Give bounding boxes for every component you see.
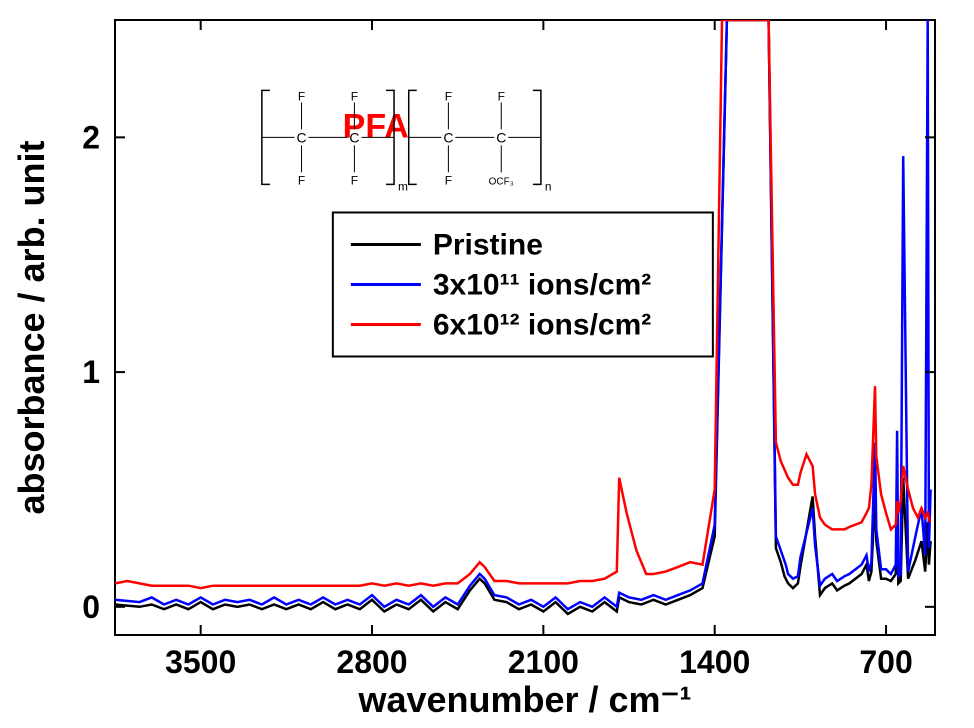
atom-f: F xyxy=(498,89,505,103)
ylabel: absorbance / arb. unit xyxy=(11,140,52,514)
ytick-label: 0 xyxy=(82,589,100,625)
xtick-label: 700 xyxy=(859,644,912,680)
xtick-label: 3500 xyxy=(165,644,236,680)
atom-c: C xyxy=(349,129,359,145)
subscript: m xyxy=(398,179,408,193)
xtick-label: 2100 xyxy=(508,644,579,680)
legend: Pristine 3x10¹¹ ions/cm² 6x10¹² ions/cm² xyxy=(333,212,713,356)
atom-c: C xyxy=(296,129,306,145)
atom-c: C xyxy=(496,129,506,145)
legend-label: 3x10¹¹ ions/cm² xyxy=(433,268,651,301)
spectrum-chart: 3500 2800 2100 1400 700 0 1 2 wavenumber / cm⁻¹ a… xyxy=(0,0,974,728)
atom-bottom: F xyxy=(445,173,452,187)
xlabel: wavenumber / cm⁻¹ xyxy=(357,679,691,720)
legend-label: 6x10¹² ions/cm² xyxy=(433,308,651,341)
atom-bottom: OCF₃ xyxy=(489,176,514,187)
ytick-label: 2 xyxy=(82,119,100,155)
subscript: n xyxy=(545,179,552,193)
atom-f: F xyxy=(445,89,452,103)
atom-bottom: F xyxy=(351,173,358,187)
xtick-label: 1400 xyxy=(679,644,750,680)
ytick-label: 1 xyxy=(82,354,100,390)
atom-c: C xyxy=(443,129,453,145)
atom-f: F xyxy=(298,89,305,103)
xtick-label: 2800 xyxy=(336,644,407,680)
chart-container: 3500 2800 2100 1400 700 0 1 2 wavenumber / cm⁻¹ a… xyxy=(0,0,974,728)
legend-label: Pristine xyxy=(433,228,543,261)
atom-f: F xyxy=(351,89,358,103)
atom-bottom: F xyxy=(298,173,305,187)
